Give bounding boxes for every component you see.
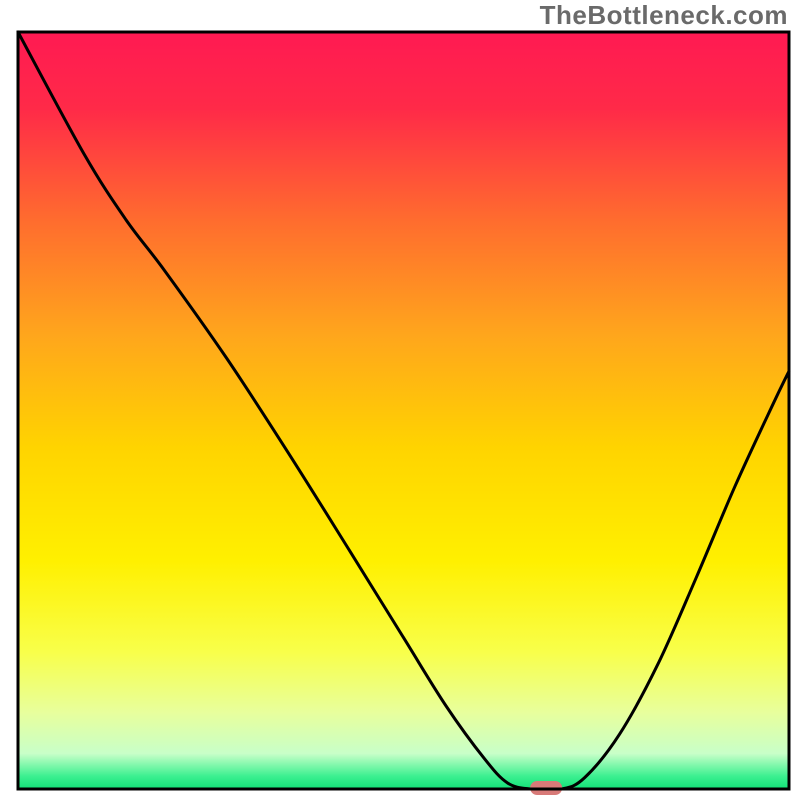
gradient-background xyxy=(20,34,788,788)
chart-container: TheBottleneck.com xyxy=(0,0,800,800)
watermark-text: TheBottleneck.com xyxy=(540,0,788,31)
bottleneck-chart xyxy=(0,0,800,800)
